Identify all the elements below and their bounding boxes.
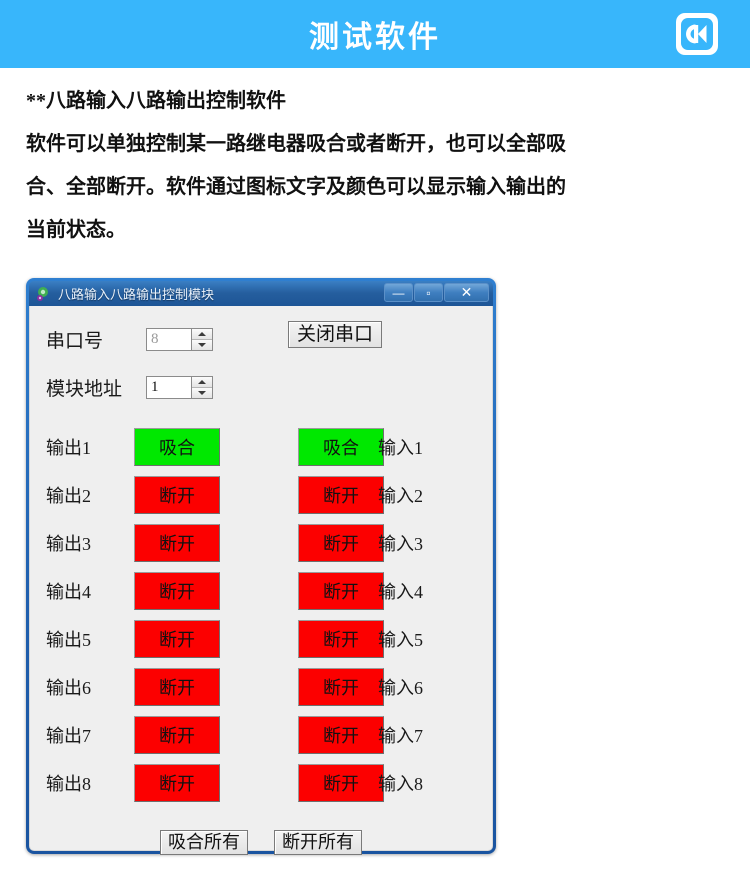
output-label: 输出1 [46, 438, 91, 458]
output-label: 输出2 [46, 486, 91, 506]
module-address-label: 模块地址 [46, 379, 123, 400]
minimize-icon[interactable]: — [384, 283, 413, 302]
relay-row: 输出3 断开 断开 输入3 [30, 524, 492, 562]
input-label: 输入8 [378, 774, 423, 794]
input-label: 输入4 [378, 582, 423, 602]
output-label: 输出7 [46, 726, 91, 746]
close-port-button-wrap: 关闭串口 [288, 321, 383, 348]
module-address-row: 模块地址 1 [46, 374, 213, 401]
input-label: 输入3 [378, 534, 423, 554]
close-icon[interactable]: ✕ [444, 283, 489, 302]
intro-line-1: **八路输入八路输出控制软件 [26, 90, 286, 112]
intro-text-block: **八路输入八路输出控制软件 软件可以单独控制某一路继电器吸合或者断开，也可以全… [26, 80, 726, 252]
relay-row: 输出6 断开 断开 输入6 [30, 668, 492, 706]
app-icon [36, 286, 52, 302]
input-label: 输入7 [378, 726, 423, 746]
output-label: 输出4 [46, 582, 91, 602]
relay-row: 输出4 断开 断开 输入4 [30, 572, 492, 610]
control-module-window: 八路输入八路输出控制模块 — ▫ ✕ 串口号 8 关闭串口 模块地址 [26, 278, 496, 855]
relay-row: 输出1 吸合 吸合 输入1 [30, 428, 492, 466]
input-state-indicator[interactable]: 断开 [298, 572, 384, 610]
output-state-button[interactable]: 吸合 [134, 428, 220, 466]
window-title: 八路输入八路输出控制模块 [58, 287, 215, 302]
relay-row: 输出7 断开 断开 输入7 [30, 716, 492, 754]
output-label: 输出8 [46, 774, 91, 794]
input-state-indicator[interactable]: 断开 [298, 476, 384, 514]
output-label: 输出3 [46, 534, 91, 554]
output-label: 输出6 [46, 678, 91, 698]
output-state-button[interactable]: 断开 [134, 572, 220, 610]
input-state-indicator[interactable]: 断开 [298, 668, 384, 706]
serial-port-arrows [191, 329, 212, 350]
maximize-icon[interactable]: ▫ [414, 283, 443, 302]
window-controls: — ▫ ✕ [384, 283, 489, 302]
input-state-indicator[interactable]: 断开 [298, 764, 384, 802]
module-address-arrows [191, 377, 212, 398]
intro-line-2: 软件可以单独控制某一路继电器吸合或者断开，也可以全部吸 [26, 133, 566, 155]
intro-line-3: 合、全部断开。软件通过图标文字及颜色可以显示输入输出的 [26, 176, 566, 198]
output-state-button[interactable]: 断开 [134, 476, 220, 514]
output-label: 输出5 [46, 630, 91, 650]
input-label: 输入1 [378, 438, 423, 458]
page-header-banner: 测试软件 [0, 0, 750, 68]
serial-port-value[interactable]: 8 [151, 331, 159, 347]
output-state-button[interactable]: 断开 [134, 668, 220, 706]
relay-row: 输出5 断开 断开 输入5 [30, 620, 492, 658]
input-label: 输入5 [378, 630, 423, 650]
serial-port-up-icon[interactable] [192, 329, 212, 340]
serial-port-down-icon[interactable] [192, 339, 212, 350]
input-label: 输入6 [378, 678, 423, 698]
release-all-button[interactable]: 断开所有 [274, 830, 362, 855]
window-titlebar[interactable]: 八路输入八路输出控制模块 — ▫ ✕ [29, 281, 493, 306]
engage-all-button[interactable]: 吸合所有 [160, 830, 248, 855]
input-label: 输入2 [378, 486, 423, 506]
relay-row: 输出2 断开 断开 输入2 [30, 476, 492, 514]
serial-port-stepper[interactable]: 8 [146, 328, 213, 351]
serial-port-row: 串口号 8 [46, 326, 213, 353]
output-state-button[interactable]: 断开 [134, 764, 220, 802]
page-title: 测试软件 [309, 21, 441, 54]
close-port-button[interactable]: 关闭串口 [288, 321, 383, 348]
relay-row: 输出8 断开 断开 输入8 [30, 764, 492, 802]
output-state-button[interactable]: 断开 [134, 620, 220, 658]
module-address-up-icon[interactable] [192, 377, 212, 388]
output-state-button[interactable]: 断开 [134, 716, 220, 754]
window-client-area: 串口号 8 关闭串口 模块地址 1 输出1 吸 [29, 306, 493, 855]
input-state-indicator[interactable]: 断开 [298, 620, 384, 658]
serial-port-label: 串口号 [46, 331, 104, 352]
bulk-action-bar: 吸合所有 断开所有 [30, 830, 492, 855]
ck-logo-icon [676, 13, 718, 55]
output-state-button[interactable]: 断开 [134, 524, 220, 562]
input-state-indicator[interactable]: 断开 [298, 524, 384, 562]
module-address-stepper[interactable]: 1 [146, 376, 213, 399]
input-state-indicator[interactable]: 断开 [298, 716, 384, 754]
module-address-value[interactable]: 1 [151, 379, 159, 395]
intro-line-4: 当前状态。 [26, 219, 126, 241]
input-state-indicator[interactable]: 吸合 [298, 428, 384, 466]
module-address-down-icon[interactable] [192, 387, 212, 398]
